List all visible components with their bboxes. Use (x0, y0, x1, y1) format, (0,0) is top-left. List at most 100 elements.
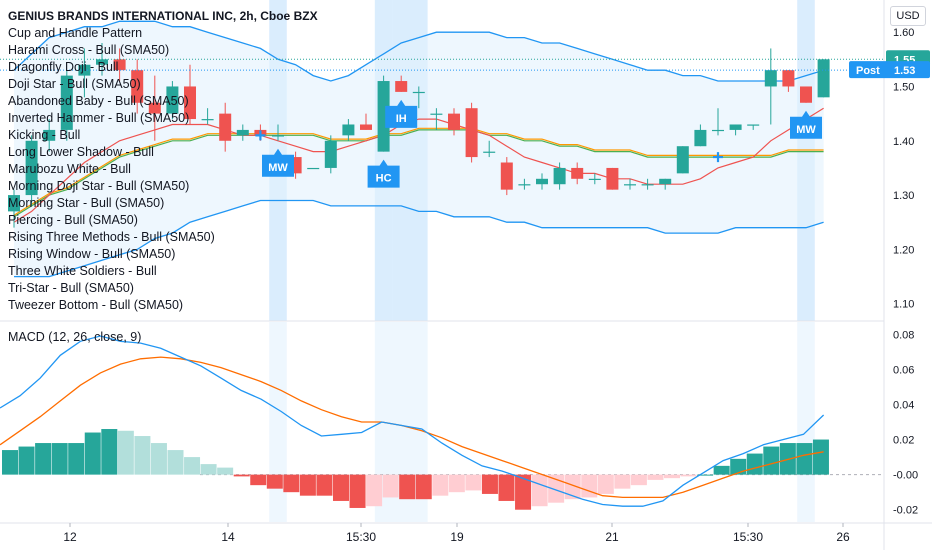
candle (694, 124, 707, 147)
macd-histogram-bar (680, 474, 697, 477)
candle (342, 119, 355, 141)
ma-fast-line (13, 107, 824, 223)
time-tick-label: 15:30 (346, 530, 376, 544)
candle (60, 70, 73, 141)
candle-body (395, 81, 408, 92)
macd-histogram-bar (333, 474, 349, 501)
candle-body (817, 59, 830, 98)
candle-body (641, 184, 654, 186)
candle-body (764, 70, 777, 87)
macd-histogram-bar (299, 474, 316, 496)
candle (536, 173, 548, 190)
macd-histogram-bar (713, 465, 730, 475)
highlight-column-lower (410, 322, 428, 522)
candle-body (712, 129, 724, 132)
macd-histogram-bar (18, 446, 35, 475)
macd-histogram-bar (498, 474, 515, 501)
candle-body (201, 119, 214, 121)
macd-histogram-bar (233, 474, 250, 477)
cross-marker (713, 152, 723, 163)
candle (465, 102, 478, 163)
macd-histogram-bar (448, 474, 465, 493)
candle-body (465, 108, 478, 158)
candle-body (272, 135, 284, 137)
candle (377, 75, 390, 152)
candle-body (412, 91, 425, 94)
candle-body (377, 81, 390, 152)
macd-histogram-bar (101, 429, 118, 475)
currency-button[interactable]: USD (890, 6, 926, 26)
candle-body (324, 140, 337, 168)
upper-band-line (13, 20, 824, 82)
candle (148, 75, 161, 141)
macd-histogram-bar (167, 450, 184, 475)
price-tick-label: 1.40 (893, 136, 914, 148)
candle (518, 178, 531, 190)
candle-body (148, 102, 161, 114)
candle-body (448, 113, 460, 130)
candle-body (8, 195, 20, 212)
candle-body (571, 167, 584, 179)
macd-histogram-bar (746, 453, 763, 475)
highlight-column-lower (269, 322, 287, 522)
macd-histogram-bar (664, 474, 680, 479)
candle-body (782, 70, 795, 87)
macd-histogram-bar (614, 474, 631, 489)
candle (500, 157, 513, 196)
macd-histogram-bar (531, 474, 548, 507)
candle-body (113, 59, 126, 71)
macd-histogram-bar (465, 474, 482, 491)
macd-tick-label: 0.06 (893, 364, 914, 376)
macd-histogram-bar (84, 432, 101, 475)
candle (219, 102, 232, 152)
cross-marker (255, 130, 266, 141)
candle-body (131, 70, 144, 103)
macd-histogram-bar (283, 474, 300, 493)
candle-body (659, 178, 672, 185)
time-tick-label: 14 (221, 530, 235, 544)
macd-histogram-bar (630, 474, 647, 486)
candle-body (500, 162, 513, 190)
macd-histogram-bar (564, 474, 581, 500)
candle-body (166, 86, 179, 114)
macd-histogram-bar (697, 474, 714, 476)
candle (324, 135, 337, 174)
macd-legend: MACD (12, 26, close, 9) (8, 330, 142, 344)
candle-body (430, 113, 443, 115)
candle (712, 108, 724, 136)
candle-body (729, 124, 742, 130)
macd-histogram-bar (200, 464, 217, 475)
macd-histogram-bar (730, 458, 747, 475)
macd-histogram-bar (581, 474, 598, 498)
post-price-tag (849, 61, 930, 79)
candle (360, 113, 372, 130)
band-fill (14, 21, 824, 277)
macd-tick-label: -0.02 (893, 505, 918, 517)
signal-badge-label: HC (376, 173, 392, 185)
candle-body (96, 59, 108, 65)
macd-histogram-bar (68, 443, 85, 475)
signal-badge: IH (385, 99, 418, 128)
candle (659, 178, 672, 190)
macd-tick-label: 0.02 (893, 435, 914, 447)
macd-histogram-bar (349, 474, 366, 508)
signal-badge-shape (367, 159, 400, 188)
candle-body (307, 167, 320, 170)
candle-body (800, 86, 812, 103)
candle (43, 119, 56, 152)
candle-body (553, 167, 566, 185)
candle (817, 59, 830, 98)
macd-histogram-bar (382, 474, 399, 498)
macd-histogram-bar (366, 474, 383, 507)
lower-band-line (14, 199, 824, 278)
price-tick-label: 1.20 (893, 244, 914, 256)
macd-histogram-bar (250, 474, 267, 486)
candle-body (676, 146, 689, 174)
candle-body (219, 113, 232, 141)
macd-tick-label: -0.00 (893, 470, 918, 482)
candle (113, 48, 126, 82)
macd-histogram-bar (647, 474, 664, 480)
macd-histogram-bar (812, 439, 829, 475)
candle-body (25, 140, 38, 196)
